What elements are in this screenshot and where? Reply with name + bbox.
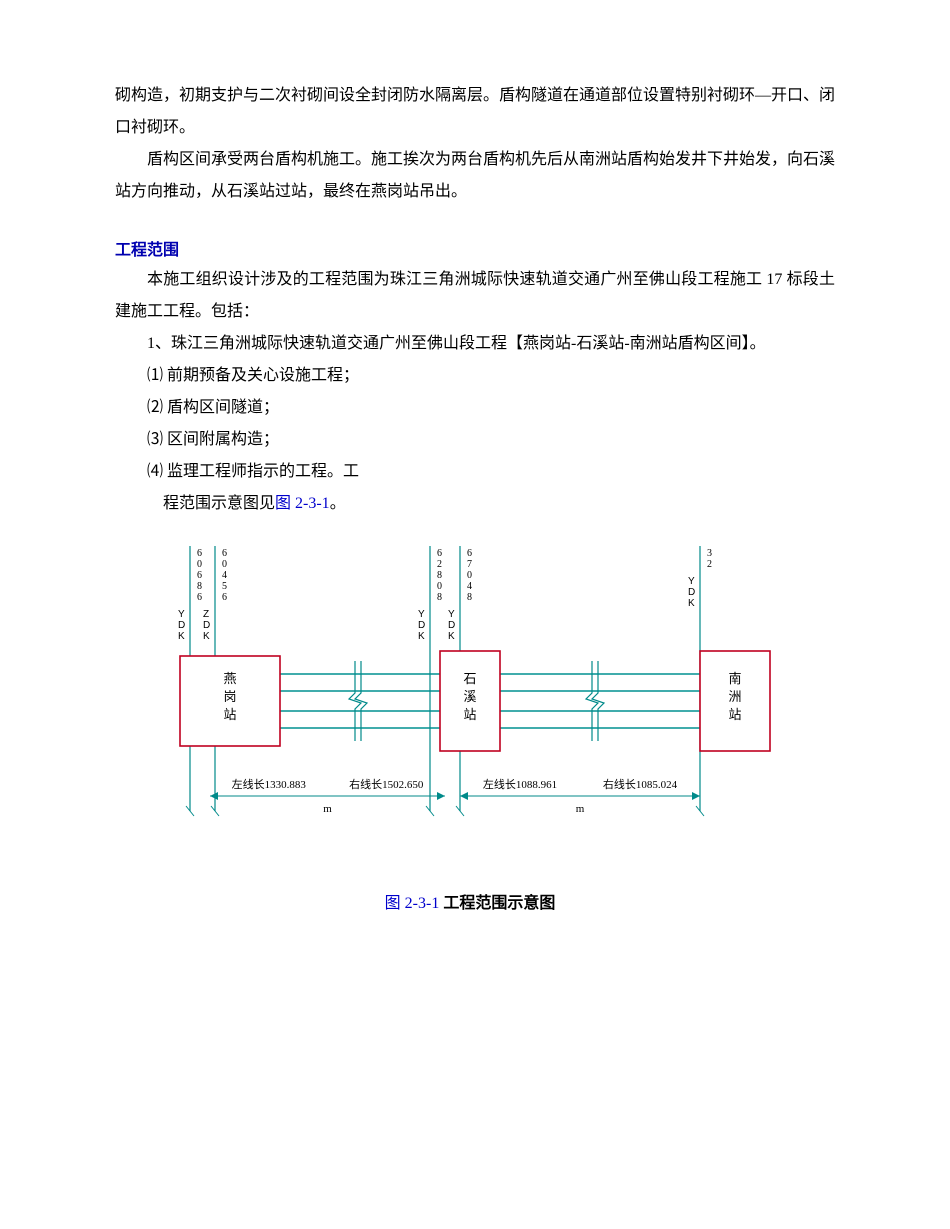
list-item-5-prefix: 程范围示意图见 <box>163 495 275 512</box>
svg-text:Z: Z <box>203 609 209 620</box>
svg-text:0: 0 <box>437 581 442 592</box>
svg-text:Y: Y <box>178 609 185 620</box>
svg-text:K: K <box>418 631 425 642</box>
svg-text:0: 0 <box>197 559 202 570</box>
svg-text:D: D <box>203 620 210 631</box>
svg-text:D: D <box>448 620 455 631</box>
svg-text:Y: Y <box>688 576 695 587</box>
svg-text:站: 站 <box>728 707 741 722</box>
figure-caption-number: 图 2-3-1 <box>385 895 440 912</box>
paragraph-1: 砌构造，初期支护与二次衬砌间设全封闭防水隔离层。盾构隧道在通道部位设置特别衬砌环… <box>115 80 835 144</box>
svg-text:右线长1085.024: 右线长1085.024 <box>603 777 678 791</box>
figure-caption: 图 2-3-1 工程范围示意图 <box>115 889 825 913</box>
svg-text:K: K <box>178 631 185 642</box>
svg-text:K: K <box>448 631 455 642</box>
svg-text:0: 0 <box>467 570 472 581</box>
svg-text:2: 2 <box>437 559 442 570</box>
svg-text:右线长1502.650: 右线长1502.650 <box>349 777 424 791</box>
svg-text:6: 6 <box>222 548 227 559</box>
document-page: 砌构造，初期支护与二次衬砌间设全封闭防水隔离层。盾构隧道在通道部位设置特别衬砌环… <box>0 0 950 973</box>
svg-text:D: D <box>418 620 425 631</box>
svg-text:5: 5 <box>222 581 227 592</box>
svg-text:m: m <box>323 803 332 815</box>
svg-text:4: 4 <box>467 581 472 592</box>
list-item-5: 程范围示意图见图 2-3-1。 <box>163 488 835 520</box>
svg-text:南: 南 <box>728 671 741 686</box>
svg-text:左线长1088.961: 左线长1088.961 <box>483 777 557 791</box>
svg-text:8: 8 <box>437 570 442 581</box>
svg-text:燕: 燕 <box>223 671 236 686</box>
list-item-4: ⑷ 监理工程师指示的工程。工 <box>147 456 835 488</box>
svg-text:0: 0 <box>222 559 227 570</box>
svg-text:Y: Y <box>418 609 425 620</box>
svg-text:6: 6 <box>197 592 202 603</box>
svg-text:6: 6 <box>222 592 227 603</box>
section-heading: 工程范围 <box>115 236 835 260</box>
svg-text:D: D <box>688 587 695 598</box>
svg-text:岗: 岗 <box>223 689 236 704</box>
engineering-diagram: 60686YDK60456ZDK62808YDK67048YDK32YDK燕岗站… <box>115 546 825 836</box>
svg-text:D: D <box>178 620 185 631</box>
list-item-5-suffix: 。 <box>330 495 346 512</box>
svg-text:6: 6 <box>467 548 472 559</box>
svg-text:2: 2 <box>707 559 712 570</box>
svg-text:8: 8 <box>437 592 442 603</box>
figure-reference: 图 2-3-1 <box>275 495 330 512</box>
svg-text:6: 6 <box>437 548 442 559</box>
figure-container: 60686YDK60456ZDK62808YDK67048YDK32YDK燕岗站… <box>115 546 825 913</box>
svg-text:7: 7 <box>467 559 472 570</box>
list-item-3: ⑶ 区间附属构造； <box>147 424 835 456</box>
svg-text:6: 6 <box>197 570 202 581</box>
svg-text:8: 8 <box>197 581 202 592</box>
svg-text:洲: 洲 <box>728 689 741 704</box>
svg-text:左线长1330.883: 左线长1330.883 <box>232 777 307 791</box>
svg-text:Y: Y <box>448 609 455 620</box>
body-para-2: 1、珠江三角洲城际快速轨道交通广州至佛山段工程【燕岗站-石溪站-南洲站盾构区间】… <box>115 328 835 360</box>
svg-text:K: K <box>203 631 210 642</box>
svg-text:4: 4 <box>222 570 227 581</box>
svg-text:3: 3 <box>707 548 712 559</box>
svg-text:6: 6 <box>197 548 202 559</box>
body-para-1: 本施工组织设计涉及的工程范围为珠江三角洲城际快速轨道交通广州至佛山段工程施工 1… <box>115 264 835 328</box>
svg-text:站: 站 <box>223 707 236 722</box>
svg-text:溪: 溪 <box>463 689 476 704</box>
paragraph-2: 盾构区间承受两台盾构机施工。施工挨次为两台盾构机先后从南洲站盾构始发井下井始发，… <box>115 144 835 208</box>
svg-text:站: 站 <box>463 707 476 722</box>
figure-caption-text: 工程范围示意图 <box>439 895 555 912</box>
svg-text:m: m <box>576 803 585 815</box>
svg-text:8: 8 <box>467 592 472 603</box>
list-item-1: ⑴ 前期预备及关心设施工程； <box>147 360 835 392</box>
list-item-2: ⑵ 盾构区间隧道； <box>147 392 835 424</box>
svg-text:K: K <box>688 598 695 609</box>
svg-text:石: 石 <box>463 671 476 686</box>
